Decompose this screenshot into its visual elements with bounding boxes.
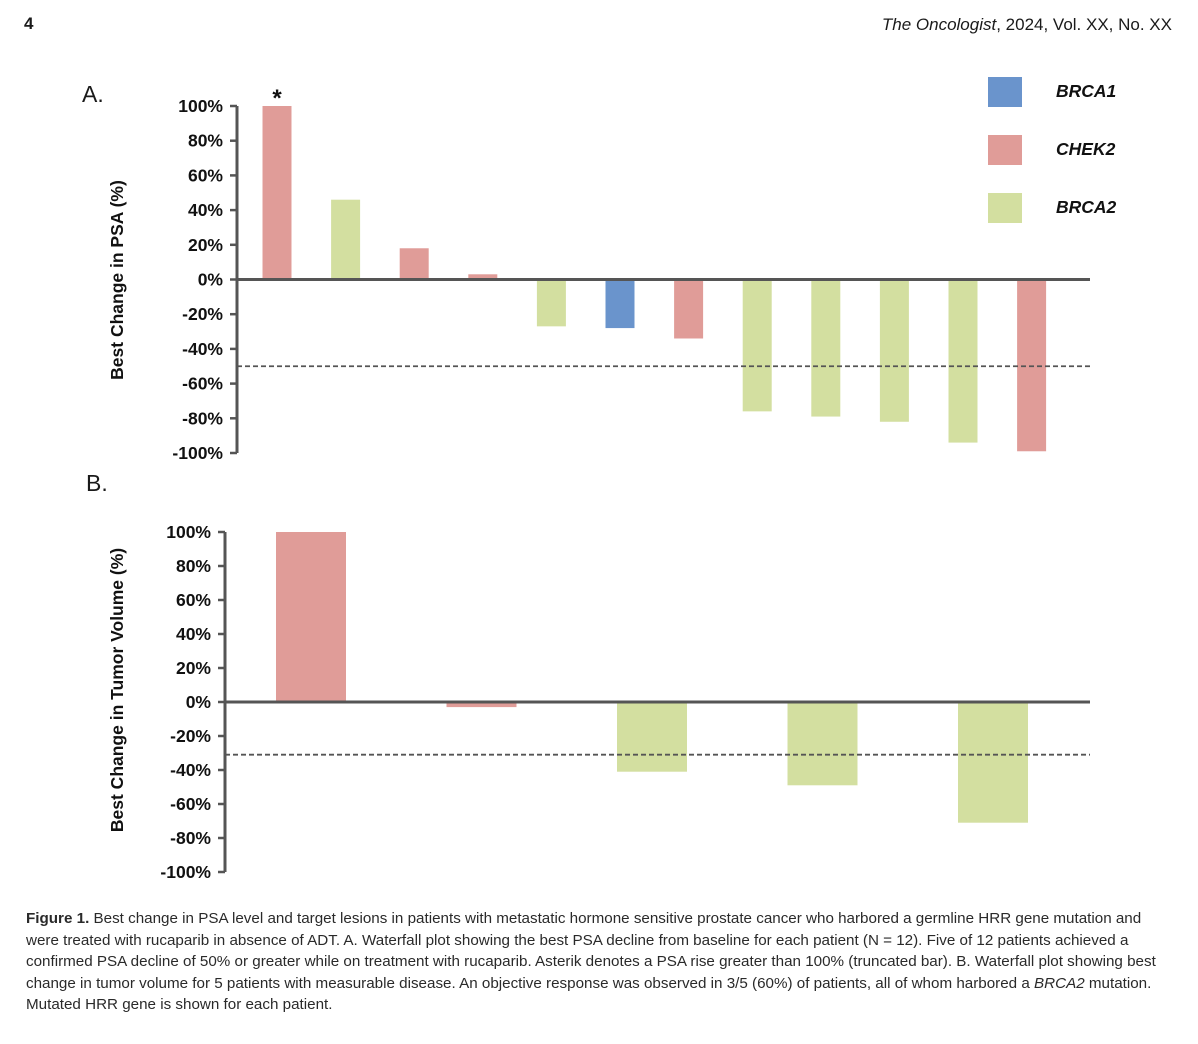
y-tick-label: 80% [176,556,211,576]
bar-brca2 [958,702,1028,823]
bar-brca2 [617,702,687,772]
bar-brca2 [787,702,858,786]
bar-brca2 [331,199,361,280]
y-tick-label: -100% [160,862,211,882]
caption-gene-italic: BRCA2 [1034,974,1085,992]
y-tick-label: -40% [182,339,223,359]
bar-chek2 [262,106,292,280]
legend-label-brca2: BRCA2 [1056,197,1117,217]
legend-swatch-brca1 [988,77,1022,107]
y-tick-label: 20% [188,235,223,255]
panel-label-b: B. [86,470,108,496]
y-tick-label: 0% [186,692,212,712]
psa-waterfall-chart: 100% 80% 60% 40% 20% 0% -20% -40% -60% -80% -100% B… [107,85,1090,463]
y-tick-label: -20% [170,726,211,746]
y-tick-label: -80% [170,828,211,848]
y-tick-label: 100% [166,522,211,542]
y-tick-label: 100% [178,96,223,116]
bar-brca2 [879,279,909,422]
y-tick-label: -40% [170,760,211,780]
y-tick-label: 40% [188,200,223,220]
running-header: The Oncologist, 2024, Vol. XX, No. XX [882,15,1172,35]
y-axis-title: Best Change in Tumor Volume (%) [107,548,127,832]
citation-details: , 2024, Vol. XX, No. XX [996,15,1172,34]
caption-text: Best change in PSA level and target lesi… [26,910,1156,992]
journal-name: The Oncologist [881,15,997,34]
bar-brca2 [742,279,772,412]
legend-swatch-brca2 [988,193,1022,223]
panel-label-a: A. [82,81,104,107]
y-tick-label: -80% [182,408,223,428]
legend-label-brca1: BRCA1 [1056,81,1116,101]
page-number: 4 [24,14,34,33]
y-tick-label: 60% [188,165,223,185]
y-tick-label: 80% [188,131,223,151]
legend-label-chek2: CHEK2 [1056,139,1116,159]
bar-chek2 [674,279,704,339]
caption-label: Figure 1. [26,910,90,927]
y-tick-label: 60% [176,590,211,610]
y-tick-label: -100% [172,443,223,463]
bar-brca1 [605,279,635,329]
waterfall-figure: 100% 80% 60% 40% 20% 0% -20% -40% -60% -80% -100% B… [107,77,1117,882]
bar-brca2 [536,279,566,327]
bar-chek2 [446,702,517,708]
y-tick-label: -20% [182,304,223,324]
y-tick-label: -60% [170,794,211,814]
bar-brca2 [948,279,978,443]
caption-text-end: mutation. Mutated HRR gene is shown for … [26,974,1152,1014]
bar-annotation: * [272,85,282,112]
bar-chek2 [468,274,498,280]
bar-brca2 [811,279,841,417]
y-tick-label: 0% [198,270,224,290]
gene-legend: BRCA1 CHEK2 BRCA2 [988,77,1117,223]
bar-chek2 [399,248,429,280]
bar-chek2 [276,532,346,702]
tumor-volume-waterfall-chart: 100% 80% 60% 40% 20% 0% -20% -40% -60% -80% -100% B… [107,522,1090,882]
y-tick-label: 40% [176,624,211,644]
legend-swatch-chek2 [988,135,1022,165]
y-tick-label: -60% [182,374,223,394]
y-axis-title: Best Change in PSA (%) [107,180,127,380]
figure-caption: Figure 1. Best change in PSA level and t… [26,908,1176,1016]
y-tick-label: 20% [176,658,211,678]
